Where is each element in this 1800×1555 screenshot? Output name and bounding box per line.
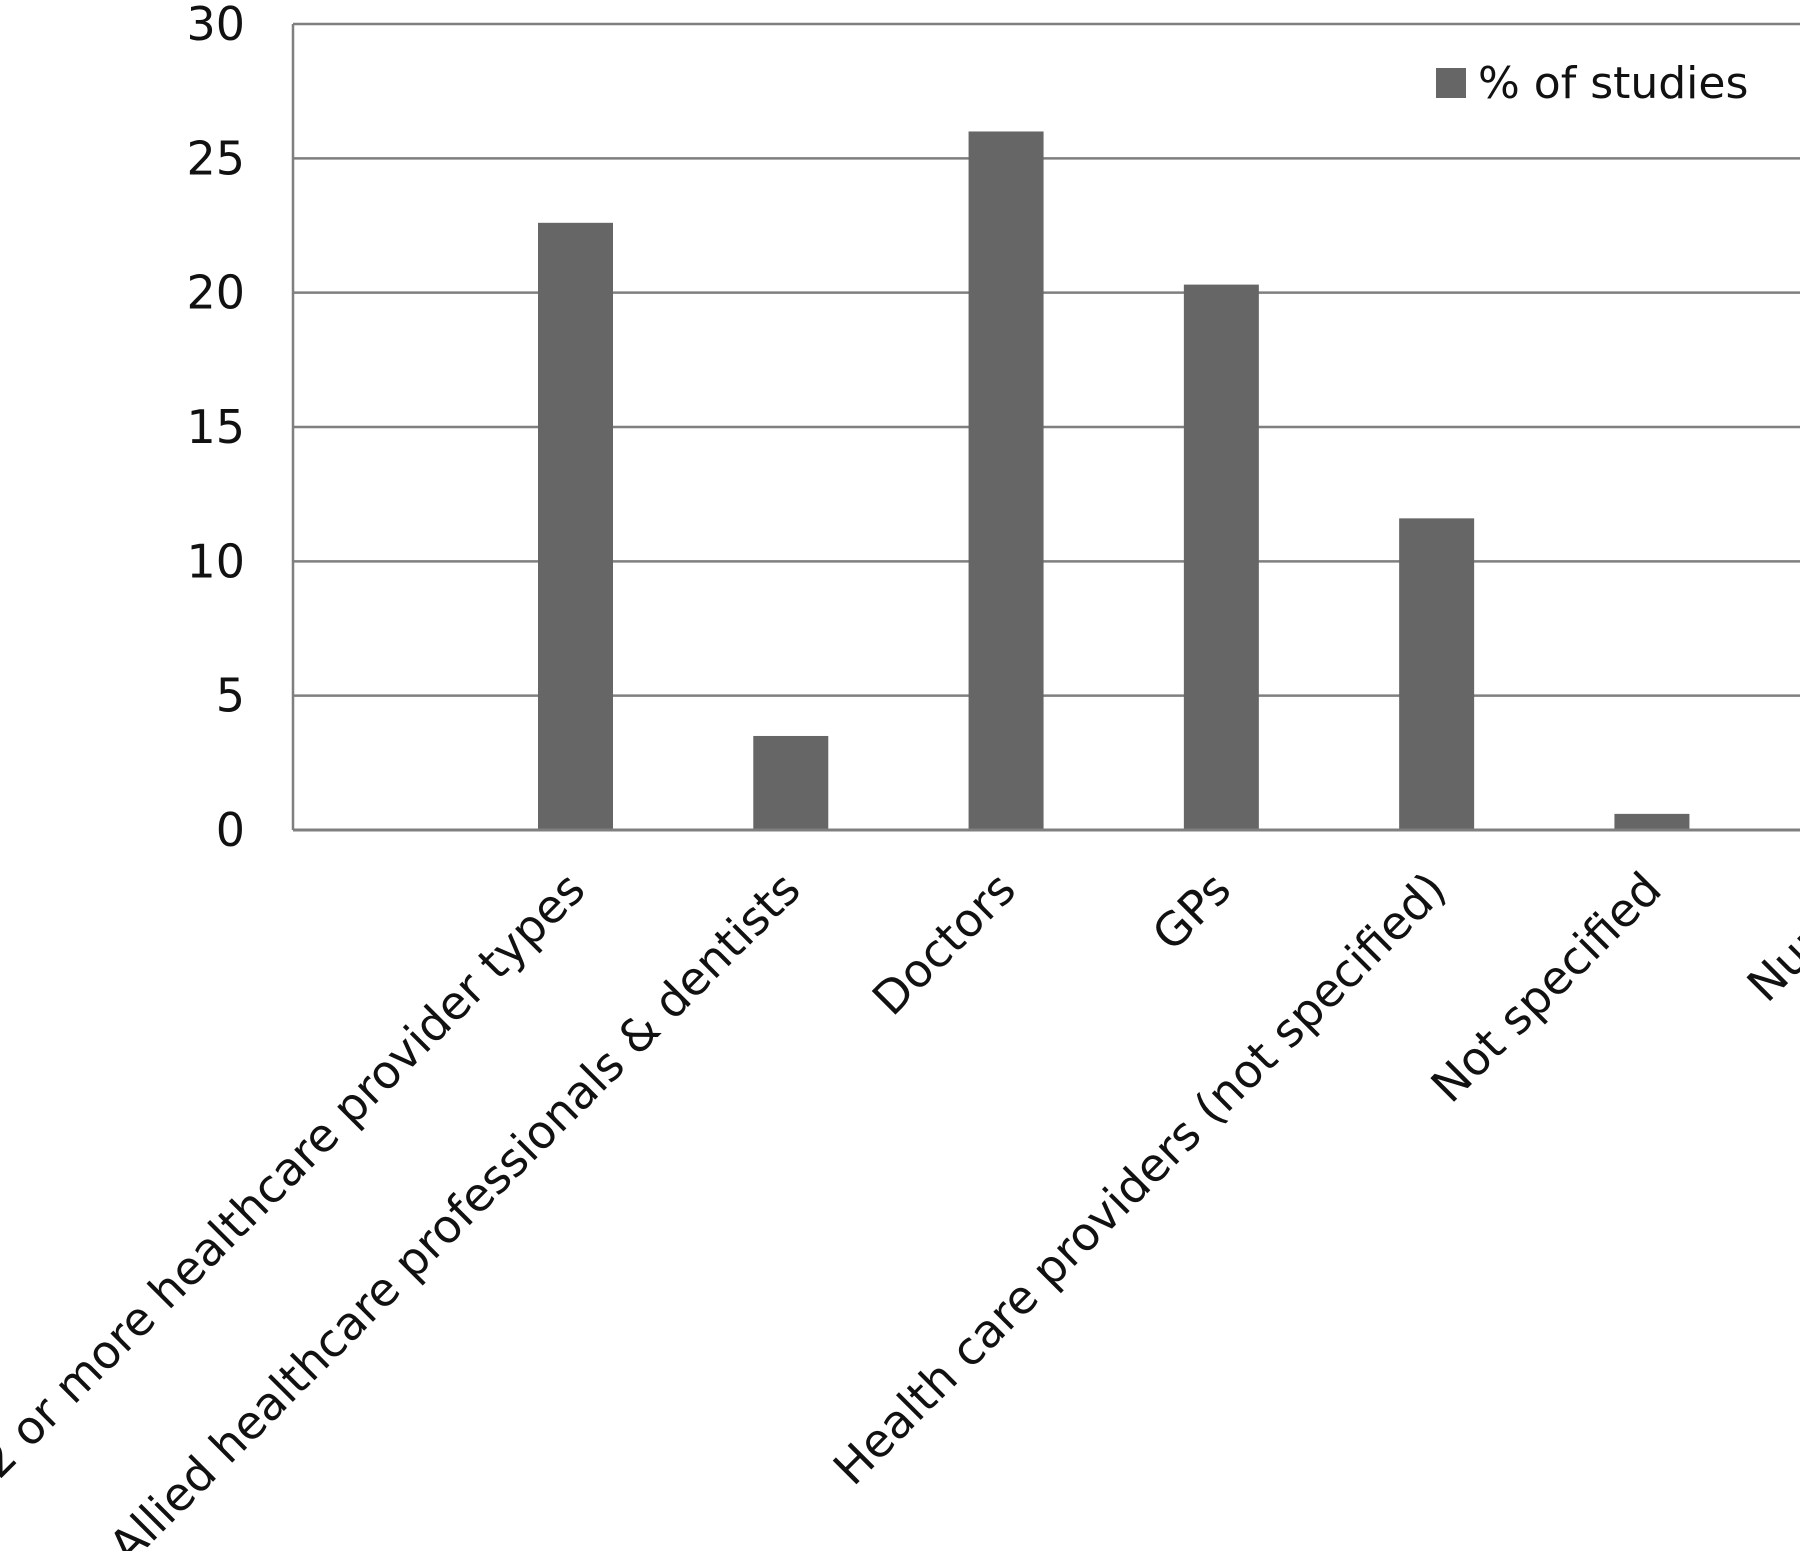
bar-1: [753, 735, 829, 830]
y-tick-label-15: 15: [186, 400, 245, 454]
legend-label: % of studies: [1478, 58, 1748, 109]
x-tick-label-3: GPs: [1142, 862, 1241, 961]
bar-3: [1183, 284, 1259, 830]
bar-5: [1614, 813, 1690, 830]
y-tick-label-5: 5: [216, 669, 245, 723]
axes: [291, 24, 1800, 832]
x-tick-labels: 2 or more healthcare provider typesAllie…: [0, 862, 1800, 1555]
bars: [538, 131, 1690, 830]
legend: % of studies: [1436, 58, 1748, 109]
y-tick-label-10: 10: [186, 534, 245, 588]
x-tick-label-6: Nurses: [1737, 862, 1800, 1012]
y-tick-label-30: 30: [186, 0, 245, 51]
gridlines: [293, 22, 1800, 697]
legend-swatch: [1436, 68, 1466, 98]
bar-2: [968, 131, 1044, 830]
bar-4: [1399, 518, 1475, 830]
y-tick-label-0: 0: [216, 803, 245, 857]
bar-0: [538, 222, 613, 830]
y-tick-label-20: 20: [186, 266, 245, 320]
y-tick-labels: 0 5 10 15 20 25 30: [186, 0, 245, 857]
y-tick-label-25: 25: [186, 131, 245, 185]
x-tick-label-5: Not specified: [1421, 862, 1672, 1113]
x-tick-label-2: Doctors: [862, 862, 1026, 1026]
